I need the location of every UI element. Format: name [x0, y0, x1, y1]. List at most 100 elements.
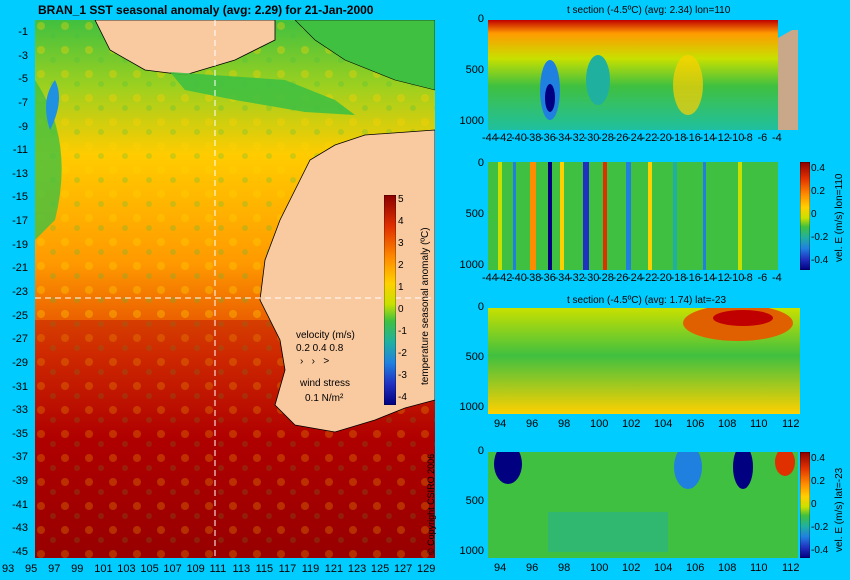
map-y-tick: -27: [12, 333, 28, 346]
map-y-tick: -25: [12, 309, 28, 322]
map-y-tick: -11: [12, 144, 28, 157]
panel-colorbar-tick: 0.4: [811, 453, 825, 464]
panel-x-tick: 94: [494, 418, 507, 430]
map-x-tick: 113: [232, 563, 251, 575]
map-title: BRAN_1 SST seasonal anomaly (avg: 2.29) …: [38, 3, 374, 17]
map-x-tick: 101: [94, 563, 113, 575]
panel-x-tick: 102: [622, 418, 641, 430]
panel-x-tick: 108: [718, 562, 737, 574]
panel-x-tick: 96: [526, 562, 539, 574]
land-sumatra: [94, 20, 276, 76]
panel1-land: [778, 30, 798, 130]
panel-x-tick: -22: [641, 132, 658, 144]
map-y-tick: -29: [12, 356, 28, 369]
map-x-tick: 117: [278, 563, 297, 575]
map-x-tick: 119: [301, 563, 320, 575]
panel-x-tick: -18: [670, 272, 687, 284]
map-y-tick: -43: [12, 522, 28, 535]
map-colorbar-tick: 4: [398, 216, 404, 227]
map-colorbar-tick: -2: [398, 348, 407, 359]
velocity-arrows-icon: › › >: [300, 356, 330, 367]
panel-x-tick: -12: [714, 132, 730, 144]
panel-x-tick: -36: [540, 132, 556, 144]
map-x-tick: 125: [370, 563, 390, 575]
panel-x-tick: -6: [757, 272, 768, 284]
map-colorbar-tick: 2: [398, 260, 404, 271]
panel-x-tick: 104: [654, 418, 673, 430]
western-cool-region: [35, 80, 62, 240]
panel1-temperature-section-lon110: [488, 20, 778, 130]
map-y-tick: -15: [12, 191, 28, 204]
panel-y-tick: 500: [465, 208, 484, 220]
panel2-velocity-section-lon110: [488, 162, 778, 270]
panel-x-tick: -34: [554, 272, 571, 284]
panel-colorbar-tick: -0.2: [811, 232, 829, 243]
map-y-tick: -45: [12, 546, 28, 558]
panel-colorbar-tick: 0.4: [811, 163, 825, 174]
map-y-tick: -37: [12, 451, 28, 464]
map-y-tick: -3: [18, 49, 28, 62]
panel-x-tick: -36: [540, 272, 556, 284]
panel-colorbar-tick: 0.2: [811, 476, 825, 487]
panel-x-tick: 112: [782, 418, 800, 430]
map-x-tick: 107: [163, 563, 182, 575]
map-y-tick: -13: [12, 167, 28, 180]
panel-x-tick: 100: [590, 418, 609, 430]
cool-anomaly-spot: [46, 80, 59, 130]
panel-x-tick: 106: [686, 562, 705, 574]
map-y-tick: -9: [18, 120, 28, 133]
map-y-tick: -1: [18, 26, 28, 38]
map-x-tick: 127: [393, 563, 413, 575]
panel-x-tick: 112: [782, 562, 800, 574]
panel-x-tick: 100: [590, 562, 609, 574]
panel-y-tick: 1000: [459, 545, 484, 557]
map-x-tick: 115: [255, 563, 274, 575]
panel1-title: t section (-4.5ºC) (avg: 2.34) lon=110: [567, 5, 731, 16]
panel-x-tick: -42: [496, 132, 513, 144]
map-y-tick: -5: [18, 73, 28, 86]
panel-x-tick: -42: [496, 272, 513, 284]
panel-x-tick: -8: [743, 272, 753, 284]
panel-y-tick: 0: [477, 445, 484, 457]
map-x-tick: 129: [417, 563, 436, 575]
map-y-tick: -33: [12, 404, 28, 417]
panel-x-tick: -28: [598, 132, 614, 144]
panel-x-tick: -30: [583, 132, 600, 144]
panel-y-tick: 500: [465, 64, 484, 76]
panel-colorbar-tick: -0.4: [811, 545, 829, 556]
velocity-legend-scale: 0.2 0.4 0.8: [296, 343, 344, 354]
panel2-land: [778, 162, 798, 270]
java-sea-anomaly: [170, 72, 355, 115]
panel-y-tick: 1000: [459, 401, 484, 413]
map-colorbar-tick: 3: [398, 238, 404, 249]
panel-x-tick: -40: [511, 272, 527, 284]
panel-x-tick: -14: [699, 272, 716, 284]
panel-x-tick: -24: [627, 132, 643, 144]
panel-x-tick: -32: [569, 132, 585, 144]
map-x-tick: 95: [25, 563, 38, 575]
panel-colorbar-tick: -0.4: [811, 255, 829, 266]
map-colorbar: [384, 195, 396, 405]
panel-x-tick: -38: [525, 132, 542, 144]
panel-x-tick: -20: [656, 132, 672, 144]
map-x-tick: 99: [71, 563, 84, 575]
wind-legend-scale: 0.1 N/m²: [305, 393, 344, 404]
panel-colorbar-tick: 0.2: [811, 186, 825, 197]
map-x-tick: 97: [48, 563, 61, 575]
panel-x-tick: -24: [627, 272, 643, 284]
map-x-tick: 123: [347, 563, 367, 575]
map-x-tick: 121: [324, 563, 344, 575]
northern-waters: [294, 20, 435, 91]
panel-x-tick: -26: [612, 272, 629, 284]
panel-x-tick: -40: [511, 132, 527, 144]
panel-x-tick: -10: [728, 132, 745, 144]
panel-x-tick: 98: [558, 562, 571, 574]
panel-x-tick: -30: [583, 272, 600, 284]
panel-x-tick: 94: [494, 562, 507, 574]
panel4-velocity-section-lat-23: [488, 452, 798, 558]
panel-x-tick: 102: [622, 562, 641, 574]
panel-x-tick: -34: [554, 132, 571, 144]
map-colorbar-tick: -3: [398, 370, 407, 381]
map-x-tick: 111: [209, 563, 227, 575]
panel3-title: t section (-4.5ºC) (avg: 1.74) lat=-23: [567, 295, 726, 306]
